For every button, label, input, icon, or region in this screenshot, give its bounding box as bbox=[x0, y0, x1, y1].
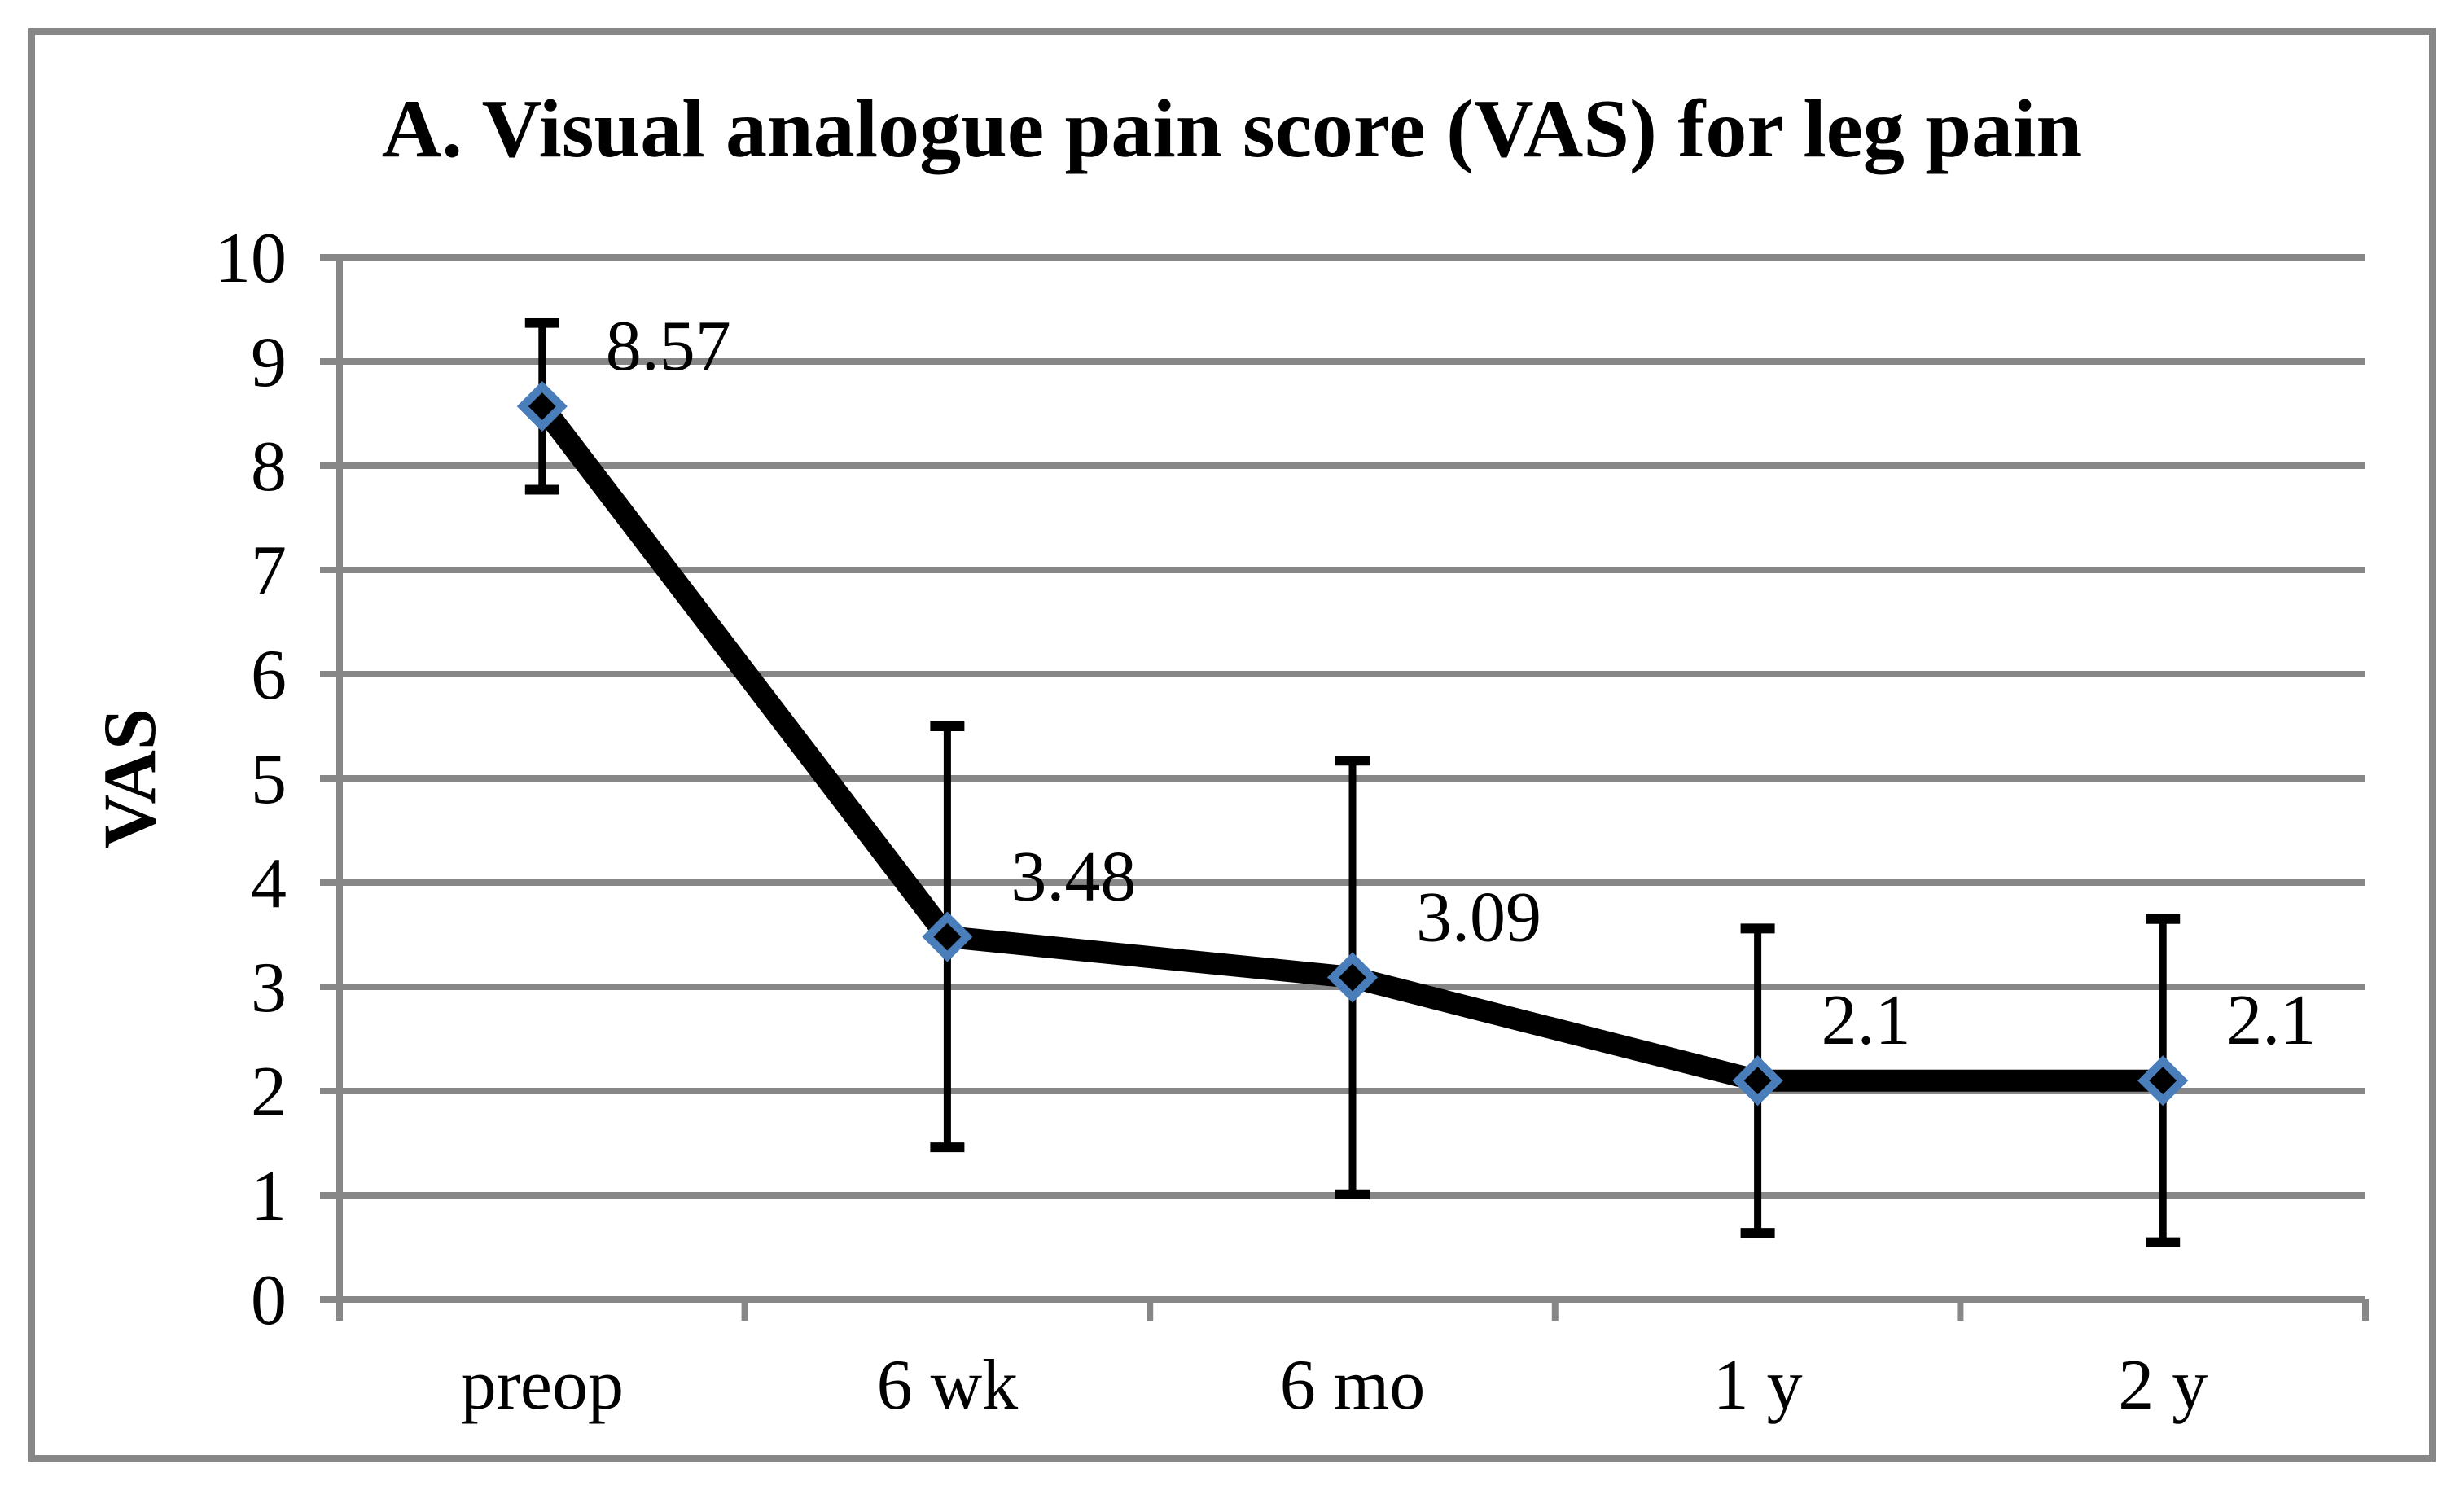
y-tick-label: 3 bbox=[251, 949, 287, 1028]
data-label: 2.1 bbox=[2226, 981, 2316, 1060]
grid-layer bbox=[320, 254, 2369, 1321]
data-point-marker bbox=[1326, 952, 1379, 1003]
y-tick-label: 0 bbox=[251, 1261, 287, 1340]
x-category-label: 2 y bbox=[2118, 1346, 2208, 1425]
data-point-marker bbox=[1732, 1055, 1783, 1107]
y-tick-label: 9 bbox=[251, 323, 287, 402]
label-layer: 0 1 2 3 4 5 6 7 8 9 10 preop 6 wk 6 mo 1 y 2 y 8.57 3.48 3… bbox=[215, 219, 2316, 1425]
data-label: 2.1 bbox=[1822, 981, 1911, 1060]
y-tick-label: 1 bbox=[251, 1157, 287, 1236]
y-tick-label: 2 bbox=[251, 1053, 287, 1132]
y-tick-label: 4 bbox=[251, 844, 287, 923]
data-point-marker bbox=[922, 911, 973, 962]
y-tick-label: 10 bbox=[215, 219, 287, 298]
y-tick-label: 5 bbox=[251, 740, 287, 819]
series-layer bbox=[516, 380, 2189, 1107]
x-category-label: preop bbox=[461, 1346, 624, 1425]
x-category-label: 6 mo bbox=[1280, 1346, 1425, 1425]
y-tick-label: 6 bbox=[251, 636, 287, 715]
data-label: 3.09 bbox=[1416, 878, 1541, 957]
x-category-label: 6 wk bbox=[877, 1346, 1019, 1425]
chart-title: A. Visual analogue pain score (VAS) for … bbox=[382, 83, 2082, 175]
data-point-marker bbox=[516, 380, 568, 432]
x-category-label: 1 y bbox=[1713, 1346, 1803, 1425]
data-label: 8.57 bbox=[606, 307, 731, 386]
data-point-marker bbox=[2137, 1055, 2189, 1107]
y-tick-label: 7 bbox=[251, 532, 287, 611]
y-tick-label: 8 bbox=[251, 427, 287, 506]
y-axis-title: VAS bbox=[88, 708, 171, 848]
data-label: 3.48 bbox=[1011, 838, 1136, 917]
error-bar-layer bbox=[524, 318, 2181, 1247]
figure-border bbox=[28, 28, 2436, 1462]
